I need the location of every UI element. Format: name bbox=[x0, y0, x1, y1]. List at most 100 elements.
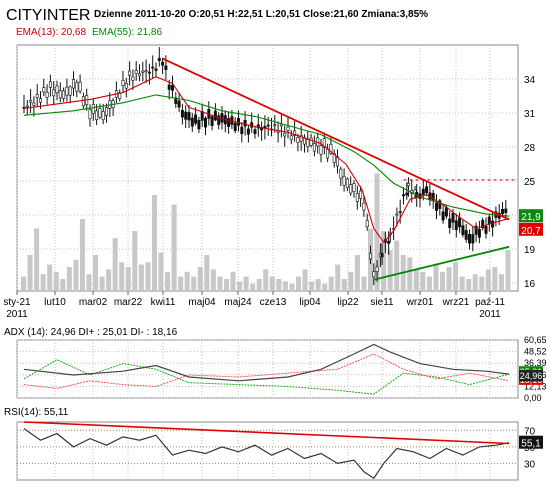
rsi-title: RSI(14): 55,11 bbox=[4, 407, 69, 418]
volume-bar bbox=[282, 281, 288, 291]
volume-bar bbox=[217, 276, 223, 291]
volume-bar bbox=[276, 279, 282, 291]
price-bar-body bbox=[368, 252, 372, 260]
adx-y-tick: 12,13 bbox=[524, 381, 547, 391]
volume-bar bbox=[498, 274, 504, 291]
volume-bar bbox=[289, 283, 295, 291]
price-bar-body bbox=[253, 129, 257, 134]
price-bar-body bbox=[197, 119, 201, 130]
volume-bar bbox=[34, 228, 40, 291]
price-bar-body bbox=[213, 110, 217, 121]
rsi-value-badge: 55,1 bbox=[519, 435, 543, 450]
trendline-down bbox=[162, 57, 510, 221]
price-bar-body bbox=[349, 184, 353, 194]
price-bar-body bbox=[38, 98, 42, 103]
price-panel bbox=[16, 44, 519, 292]
volume-bar bbox=[125, 267, 131, 291]
volume-bar bbox=[433, 264, 439, 291]
date-tick-label: kwi11 bbox=[151, 297, 176, 308]
price-bar-body bbox=[504, 208, 508, 213]
price-bar-body bbox=[398, 211, 402, 213]
price-bar-body bbox=[491, 220, 495, 228]
date-tick-label: wrz21 bbox=[442, 297, 470, 308]
price-y-axis: 16192225283134 bbox=[524, 75, 536, 290]
price-bar-body bbox=[380, 253, 384, 258]
rsi-panel bbox=[16, 421, 519, 481]
rsi-line bbox=[23, 428, 510, 480]
volume-bar bbox=[210, 269, 216, 291]
price-bar-body bbox=[144, 70, 148, 72]
date-tick-label: paź-11 bbox=[475, 297, 505, 308]
price-bar-body bbox=[375, 266, 379, 272]
date-tick-label: mar02 bbox=[79, 297, 108, 308]
price-bar-body bbox=[237, 118, 241, 126]
price-y-tick: 19 bbox=[524, 245, 536, 256]
volume-bar bbox=[263, 269, 269, 291]
rsi-lines bbox=[23, 421, 510, 480]
volume-bar bbox=[47, 264, 53, 291]
date-tick-label: maj04 bbox=[188, 297, 216, 308]
adx-y-tick: 48,52 bbox=[524, 347, 547, 357]
volume-bar bbox=[459, 276, 465, 291]
volume-bar bbox=[132, 231, 138, 291]
price-bar-body bbox=[477, 229, 481, 238]
volume-bar bbox=[138, 264, 144, 291]
price-bar-body bbox=[332, 153, 336, 163]
price-bar-body bbox=[121, 79, 125, 87]
volume-bar bbox=[472, 274, 478, 291]
adx-value-badges: 25,0118,1624,96 bbox=[519, 366, 543, 385]
rsi-trendline bbox=[23, 421, 510, 445]
price-bar-body bbox=[171, 84, 175, 91]
volume-bar bbox=[335, 264, 341, 291]
price-bar-body bbox=[180, 109, 184, 118]
price-bar-body bbox=[365, 220, 369, 228]
price-bar-body bbox=[342, 176, 346, 186]
price-bar-body bbox=[250, 122, 254, 128]
price-bar-body bbox=[322, 138, 326, 148]
adx-lines bbox=[23, 343, 510, 395]
volume-bar bbox=[426, 276, 432, 291]
price-bar-body bbox=[157, 57, 161, 61]
volume-bar bbox=[73, 259, 79, 291]
price-bar-body bbox=[458, 217, 462, 228]
rsi-y-tick: 70 bbox=[524, 426, 536, 437]
di-plus-line bbox=[23, 359, 510, 395]
price-bar-body bbox=[81, 96, 85, 106]
price-bar-body bbox=[72, 79, 76, 89]
price-bar-body bbox=[484, 226, 488, 234]
volume-bar bbox=[99, 276, 105, 291]
volume-bar bbox=[302, 269, 308, 291]
date-tick-year: 2011 bbox=[6, 309, 28, 320]
price-bar-body bbox=[62, 90, 66, 99]
volume-bar bbox=[407, 257, 413, 291]
volume-bar bbox=[505, 250, 511, 291]
price-bar-body bbox=[448, 218, 452, 228]
price-bar-body bbox=[438, 200, 442, 209]
price-bar-body bbox=[434, 202, 438, 211]
rsi-badge-bg bbox=[519, 435, 543, 449]
date-tick-label: maj24 bbox=[224, 297, 252, 308]
volume-bar bbox=[230, 271, 236, 291]
volume-bar bbox=[237, 281, 243, 291]
price-bar-body bbox=[154, 68, 158, 71]
volume-bar bbox=[53, 271, 59, 291]
price-bar-body bbox=[329, 143, 333, 154]
price-bar-body bbox=[283, 133, 287, 137]
price-bar-body bbox=[190, 117, 194, 127]
rsi-y-tick: 30 bbox=[524, 459, 536, 470]
volume-bar bbox=[387, 250, 393, 291]
price-bar-body bbox=[461, 225, 465, 235]
volume-bar bbox=[178, 276, 184, 291]
volume-bar bbox=[492, 267, 498, 291]
price-bar-body bbox=[481, 219, 485, 229]
price-bar-body bbox=[177, 100, 181, 108]
volume-bar bbox=[40, 274, 46, 291]
volume-bar bbox=[269, 276, 275, 291]
price-bar-body bbox=[276, 130, 280, 133]
price-bar-body bbox=[105, 107, 109, 116]
price-bar-body bbox=[200, 111, 204, 121]
price-bar-body bbox=[240, 126, 244, 135]
volume-bars bbox=[21, 173, 511, 291]
adx-badge-bg bbox=[519, 370, 543, 382]
